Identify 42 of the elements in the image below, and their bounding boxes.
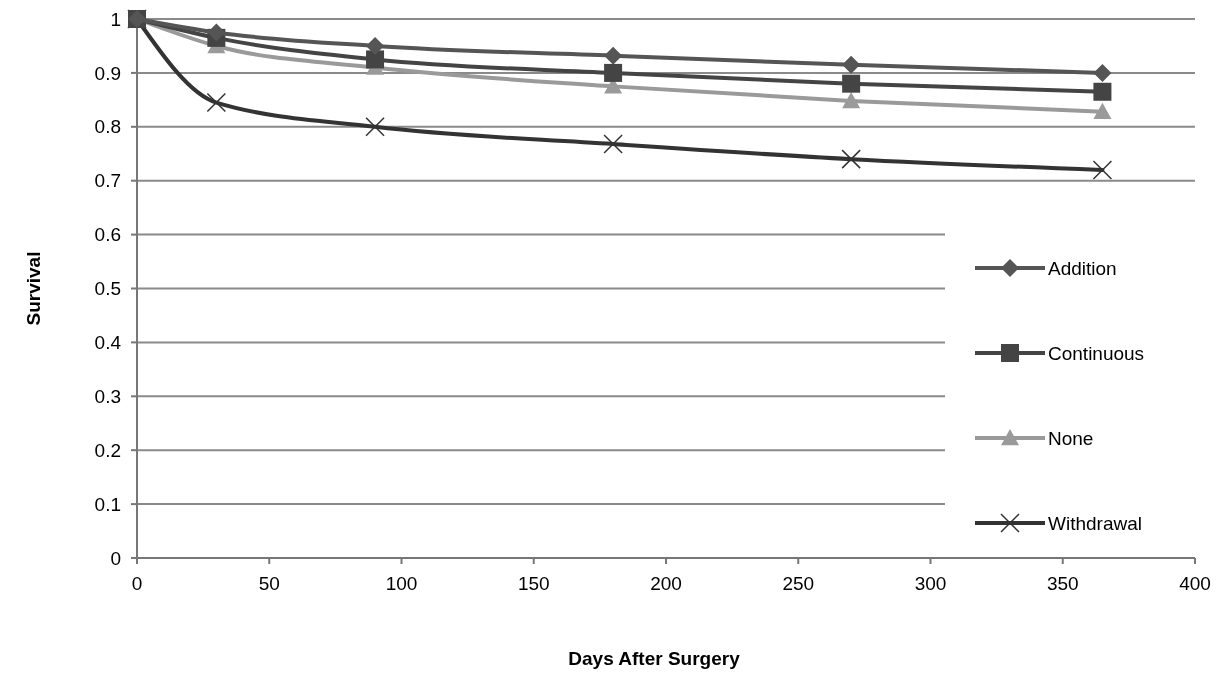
point <box>206 92 227 113</box>
point <box>1093 82 1112 101</box>
point <box>604 46 623 65</box>
legend-label: Continuous <box>1048 342 1145 364</box>
point <box>365 117 385 137</box>
point <box>842 55 861 74</box>
y-tick-label: 0.8 <box>94 116 121 138</box>
point <box>842 74 861 93</box>
y-tick-label: 0.2 <box>94 439 121 461</box>
point <box>207 23 226 42</box>
x-tick-label: 200 <box>650 573 682 594</box>
x-tick-label: 0 <box>131 573 143 594</box>
legend-label: Withdrawal <box>1048 512 1142 534</box>
point <box>603 134 623 154</box>
x-tick-label: 100 <box>385 573 418 594</box>
point <box>366 50 385 69</box>
legend-label: Addition <box>1048 257 1117 279</box>
y-tick-label: 0 <box>110 547 121 569</box>
point <box>841 149 861 169</box>
x-tick-label: 150 <box>517 573 550 594</box>
point <box>1093 63 1112 82</box>
legend-label: None <box>1048 427 1094 449</box>
x-tick-label: 300 <box>914 573 947 594</box>
point <box>1092 160 1113 180</box>
point <box>604 63 623 82</box>
y-tick-label: 0.4 <box>94 332 122 354</box>
y-tick-label: 0.3 <box>94 385 121 407</box>
x-axis-title: Days After Surgery <box>568 648 741 669</box>
point <box>366 36 385 55</box>
y-tick-label: 1 <box>110 8 121 30</box>
x-tick-label: 50 <box>258 573 280 594</box>
x-tick-label: 400 <box>1179 573 1211 594</box>
y-axis-title: Survival <box>23 251 44 326</box>
point <box>1093 102 1112 119</box>
y-tick-label: 0.6 <box>94 224 121 246</box>
y-tick-label: 0.7 <box>94 170 121 192</box>
x-tick-label: 250 <box>782 573 815 594</box>
y-tick-label: 0.9 <box>94 62 121 84</box>
y-tick-label: 0.1 <box>94 493 121 515</box>
y-tick-label: 0.5 <box>94 278 121 300</box>
point <box>842 91 861 109</box>
x-tick-label: 350 <box>1046 573 1079 594</box>
